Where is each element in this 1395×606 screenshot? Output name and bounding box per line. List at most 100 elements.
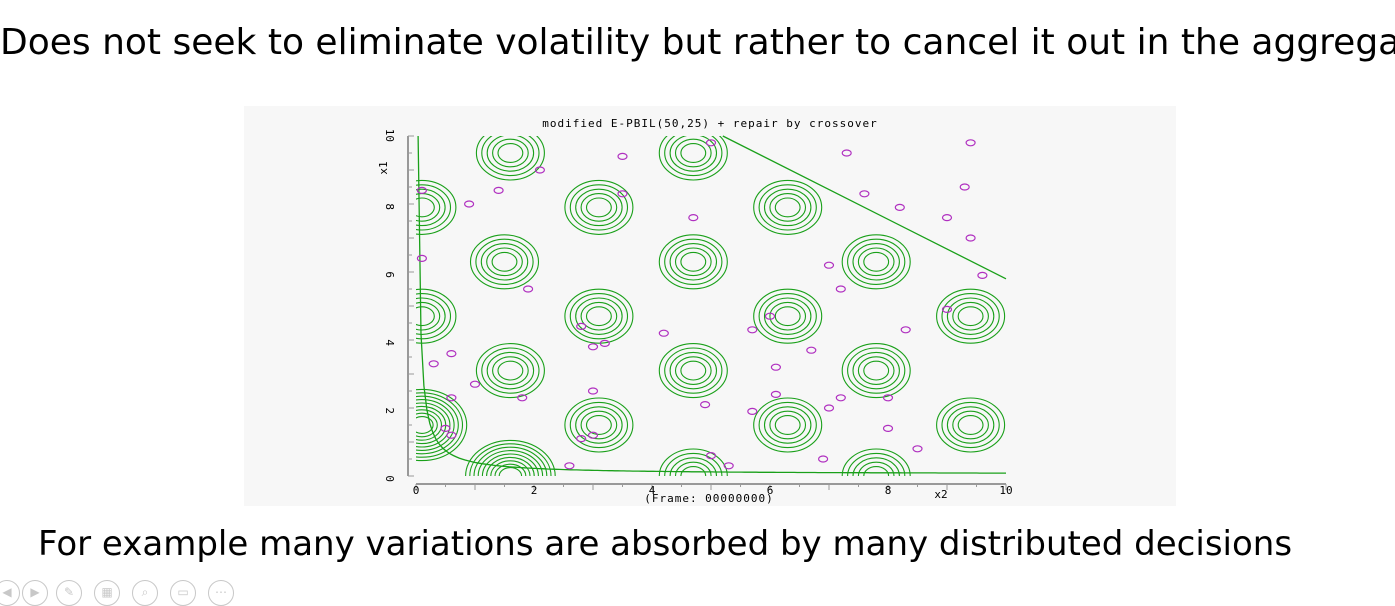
data-point xyxy=(835,285,846,293)
contour-ring xyxy=(852,457,900,476)
contour-ring xyxy=(847,347,906,394)
data-point xyxy=(617,152,628,161)
contour-ring xyxy=(416,179,457,235)
contour-ring xyxy=(841,234,911,290)
contour-ring xyxy=(658,234,728,290)
slide-headline: Does not seek to eliminate volatility bu… xyxy=(0,22,1395,63)
y-tick-label: 6 xyxy=(383,271,396,278)
plot-panel: modified E-PBIL(50,25) + repair by cross… xyxy=(244,106,1176,506)
contour-ring xyxy=(680,360,707,381)
x-tick-label: 0 xyxy=(413,484,420,497)
y-tick-label: 4 xyxy=(383,339,396,346)
slideshow-toolbar: ◀ ▶ ✎ ▦ ⌕ ▭ ⋯ xyxy=(0,578,260,606)
contour-ring xyxy=(475,343,545,399)
pen-icon[interactable]: ✎ xyxy=(56,580,82,606)
data-point xyxy=(446,431,457,439)
contour-ring xyxy=(664,347,723,394)
contour-ring xyxy=(469,443,552,476)
contour-ring xyxy=(469,234,540,290)
constraint-line xyxy=(722,135,1007,280)
data-point xyxy=(823,404,835,412)
contour-ring xyxy=(669,243,718,281)
contour-group-9 xyxy=(564,288,634,344)
contour-ring xyxy=(857,356,895,385)
data-point xyxy=(959,183,970,191)
contour-ring xyxy=(416,297,446,335)
zoom-icon[interactable]: ⌕ xyxy=(132,580,158,606)
contour-ring xyxy=(486,456,535,476)
contour-ring xyxy=(416,395,459,455)
contour-ring xyxy=(575,406,623,444)
contour-ring xyxy=(481,453,539,476)
contour-ring xyxy=(481,347,540,394)
contour-ring xyxy=(416,184,452,231)
contour-ring xyxy=(863,251,890,272)
boundary-curve xyxy=(417,135,1006,474)
contour-ring xyxy=(774,415,801,435)
contour-ring xyxy=(416,188,446,227)
x-tick-label: 6 xyxy=(767,484,774,497)
data-point xyxy=(587,431,599,439)
contour-ring xyxy=(585,415,612,435)
contour-layer xyxy=(416,136,1006,476)
data-point xyxy=(658,329,669,337)
data-point xyxy=(882,394,894,402)
contour-group-13 xyxy=(658,343,728,399)
contour-ring xyxy=(569,184,629,231)
contour-ring xyxy=(416,388,468,462)
contour-group-1 xyxy=(658,136,728,181)
data-point xyxy=(894,203,905,212)
contour-ring xyxy=(680,466,707,476)
points-layer xyxy=(416,139,988,470)
next-icon[interactable]: ▶ xyxy=(22,580,48,606)
contour-group-17 xyxy=(753,397,823,453)
contour-ring xyxy=(669,457,718,476)
more-icon[interactable]: ⋯ xyxy=(208,580,234,606)
slide-caption: For example many variations are absorbed… xyxy=(38,524,1293,564)
contour-ring xyxy=(477,450,544,476)
data-point xyxy=(493,186,504,195)
contour-ring xyxy=(473,446,548,476)
data-point xyxy=(416,186,427,195)
y-tick-label: 0 xyxy=(383,475,396,482)
contour-ring xyxy=(763,406,812,444)
contour-ring xyxy=(769,410,807,440)
subtitle-icon[interactable]: ▭ xyxy=(170,580,196,606)
contour-ring xyxy=(580,301,618,331)
contour-ring xyxy=(847,238,906,285)
contour-ring xyxy=(758,293,817,340)
data-point xyxy=(882,424,894,432)
contour-ring xyxy=(575,297,623,335)
data-point xyxy=(464,200,475,208)
y-tick-label: 2 xyxy=(383,407,396,414)
data-point xyxy=(534,166,545,174)
contour-ring xyxy=(753,179,823,235)
contour-group-6 xyxy=(658,234,728,290)
data-point xyxy=(841,149,852,157)
contour-ring xyxy=(957,415,984,435)
data-point xyxy=(770,390,782,398)
contour-ring xyxy=(416,402,451,448)
contour-ring xyxy=(674,247,712,277)
contour-ring xyxy=(416,306,435,327)
contour-ring xyxy=(847,452,906,476)
data-point xyxy=(705,139,717,147)
contour-ring xyxy=(475,238,534,285)
contour-ring xyxy=(416,288,457,344)
contour-ring xyxy=(669,136,718,172)
data-point xyxy=(469,380,481,388)
data-point xyxy=(941,305,953,313)
grid-icon[interactable]: ▦ xyxy=(94,580,120,606)
contour-ring xyxy=(490,460,531,476)
contour-group-12 xyxy=(475,343,545,399)
previous-icon[interactable]: ◀ xyxy=(0,580,20,606)
contour-ring xyxy=(946,297,995,335)
data-point xyxy=(576,435,587,443)
contour-ring xyxy=(664,136,723,177)
contour-ring xyxy=(416,392,464,458)
data-point xyxy=(859,190,870,198)
contour-ring xyxy=(486,351,535,390)
contour-ring xyxy=(753,397,823,453)
contour-scatter-chart: modified E-PBIL(50,25) + repair by cross… xyxy=(377,117,1013,505)
data-point xyxy=(770,363,782,371)
